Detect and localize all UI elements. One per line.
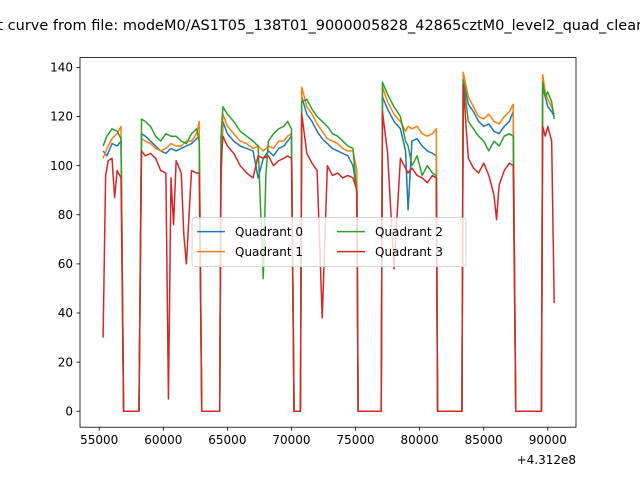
series-line-quadrant-1 (102, 71, 555, 412)
x-tick-label: 55000 (80, 433, 118, 447)
x-offset-label: +4.312e8 (517, 453, 576, 467)
y-tick-label: 80 (58, 208, 73, 222)
series-line-quadrant-2 (102, 78, 555, 412)
x-tick-label: 80000 (401, 433, 439, 447)
x-tick-label: 85000 (465, 433, 503, 447)
y-tick-label: 40 (58, 306, 73, 320)
x-tick-label: 60000 (144, 433, 182, 447)
legend-label: Quadrant 2 (375, 225, 443, 239)
y-tick-label: 100 (50, 159, 73, 173)
legend-label: Quadrant 0 (235, 225, 303, 239)
x-tick-label: 65000 (208, 433, 246, 447)
series-line-quadrant-0 (102, 78, 555, 412)
series-line-quadrant-3 (102, 83, 555, 412)
y-tick-label: 0 (65, 404, 73, 418)
legend-label: Quadrant 1 (235, 245, 303, 259)
y-tick-label: 120 (50, 110, 73, 124)
chart-title: Light curve from file: modeM0/AS1T05_138… (0, 18, 640, 34)
y-tick-label: 60 (58, 257, 73, 271)
legend-box (191, 217, 467, 268)
legend-label: Quadrant 3 (375, 245, 443, 259)
axes-layer: 55000 60000 65000 70000 75000 80000 85000 90000… (50, 57, 577, 467)
legend: Quadrant 0 Quadrant 1 Quadrant 2 Quadrant 3 (191, 217, 467, 268)
plot-frame (79, 57, 577, 428)
x-tick-label: 90000 (529, 433, 567, 447)
x-tick-label: 75000 (336, 433, 374, 447)
series-layer (102, 71, 555, 412)
y-tick-label: 140 (50, 61, 73, 75)
x-tick-label: 70000 (272, 433, 310, 447)
y-tick-label: 20 (58, 355, 73, 369)
